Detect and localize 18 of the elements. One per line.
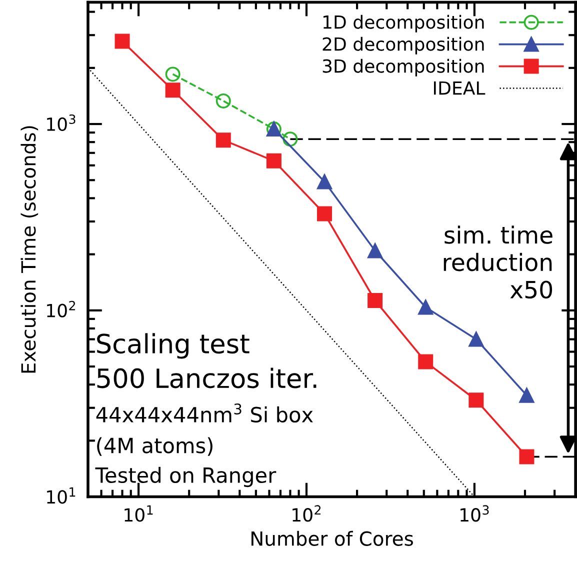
x-tick-label: 10$^{2}$ (292, 505, 321, 522)
annotation: (4M atoms) (97, 437, 212, 456)
x-tick-label: 10$^{3}$ (460, 505, 489, 522)
y-axis-title: Execution Time (seconds) (20, 126, 38, 373)
x-tick-label: 10$^{1}$ (124, 505, 153, 522)
y-tick-label: 10$^{3}$ (47, 114, 76, 132)
legend-label: IDEAL (434, 81, 486, 95)
legend-label: 2D decomposition (322, 36, 484, 54)
annotation: Scaling test (97, 333, 250, 359)
legend-label: 1D decomposition (323, 14, 484, 32)
annotation: Tested on Ranger (95, 466, 276, 488)
x-axis-title: Number of Cores (252, 530, 413, 546)
legend-label: 3D decomposition (322, 58, 484, 76)
y-tick-label: 10$^{2}$ (47, 300, 76, 318)
annotation: 44x44x44nm$^{3}$ Si box (96, 403, 313, 423)
y-tick-label: 10$^{1}$ (47, 487, 76, 504)
annotation: 500 Lanczos iter. (97, 368, 316, 388)
annotation: sim. time reduction x50 (444, 226, 552, 299)
